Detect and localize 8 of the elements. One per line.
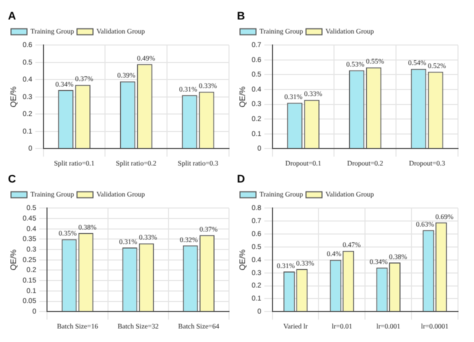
chart-title: C [8, 174, 16, 186]
y-axis-title: QE/% [9, 86, 18, 108]
y-axis-title: QE/% [9, 249, 18, 270]
chart-title: A [8, 10, 16, 23]
y-axis-title: QE/% [238, 86, 248, 108]
chart-title: B [237, 10, 245, 23]
chart-title: D [237, 174, 245, 186]
y-axis-title: QE/% [238, 249, 248, 270]
